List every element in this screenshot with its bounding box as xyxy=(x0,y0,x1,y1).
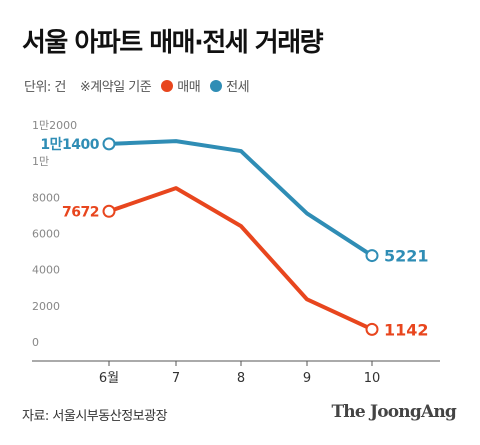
x-tick-label-0: 6월 xyxy=(99,371,119,386)
series-line-1 xyxy=(107,139,374,258)
basis-note: ※계약일 기준 xyxy=(79,80,152,95)
x-tick-label-1: 7 xyxy=(172,371,180,386)
series-0-point-4 xyxy=(365,322,379,336)
series-0-end-label: 1142 xyxy=(384,320,429,339)
y-tick-label-6: 1만2000 xyxy=(32,119,77,132)
x-tick-label-2: 8 xyxy=(237,371,245,386)
legend-label-sale: 매매 xyxy=(177,80,201,95)
series-line-0 xyxy=(107,186,374,332)
y-tick-label-5: 1만 xyxy=(32,155,49,168)
series-1-start-label: 1만1400 xyxy=(40,137,99,153)
unit-label: 단위: 건 xyxy=(24,80,66,95)
y-tick-label-4: 8000 xyxy=(32,191,60,204)
chart-meta: 단위: 건 ※계약일 기준 매매 전세 xyxy=(24,76,250,95)
series-1-end-label: 5221 xyxy=(384,247,429,266)
legend-item-lease: 전세 xyxy=(210,76,250,95)
series-0-point-0 xyxy=(102,204,116,218)
y-tick-label-2: 4000 xyxy=(32,264,60,277)
publisher-logo: The JoongAng xyxy=(331,402,456,422)
legend-dot-sale xyxy=(161,79,174,92)
y-tick-label-1: 2000 xyxy=(32,300,60,313)
legend-label-lease: 전세 xyxy=(226,80,250,95)
x-tick-label-3: 9 xyxy=(303,371,311,386)
series-1-point-4 xyxy=(365,249,379,263)
y-tick-label-3: 6000 xyxy=(32,228,60,241)
series-1-point-0 xyxy=(102,137,116,151)
x-tick-label-4: 10 xyxy=(364,371,381,386)
y-tick-label-0: 0 xyxy=(32,336,39,349)
series-0-start-label: 7672 xyxy=(62,204,99,220)
legend-dot-lease xyxy=(210,79,223,92)
legend-item-sale: 매매 xyxy=(161,76,201,95)
chart-title: 서울 아파트 매매·전세 거래량 xyxy=(22,28,324,58)
source-note: 자료: 서울시부동산정보광장 xyxy=(22,409,168,424)
